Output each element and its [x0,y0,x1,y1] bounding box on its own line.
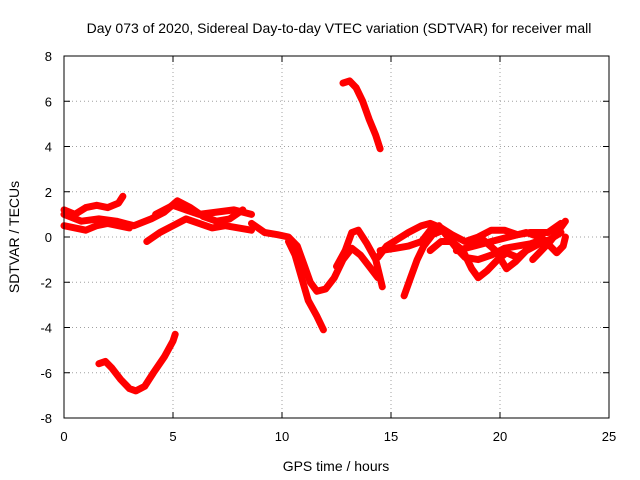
series-track-h [285,238,327,334]
axis-ticks: 0 5 10 15 20 25 -8 -6 -4 -2 0 2 4 6 8 [40,49,616,444]
series-track-a [60,192,127,218]
y-tick-label: -6 [40,366,52,381]
y-tick-label: -2 [40,275,52,290]
x-tick-label: 25 [602,429,616,444]
x-tick-label: 5 [169,429,176,444]
series-track-n [426,238,530,282]
series-track-e [152,201,255,218]
series-track-d [143,215,255,245]
grid-lines [64,56,609,418]
series-track-m [400,226,447,300]
y-tick-label: 0 [45,230,52,245]
chart-title: Day 073 of 2020, Sidereal Day-to-day VTE… [87,20,592,36]
series-track-p [452,229,569,257]
x-tick-label: 0 [60,429,67,444]
x-axis-label: GPS time / hours [283,458,390,474]
y-tick-label: 2 [45,185,52,200]
x-tick-label: 20 [493,429,507,444]
y-tick-label: 6 [45,94,52,109]
x-tick-label: 10 [275,429,289,444]
y-tick-label: -8 [40,411,52,426]
series-track-g [248,219,382,295]
series-track-f [95,330,179,395]
series-track-q [529,217,569,264]
y-tick-label: 4 [45,140,52,155]
y-tick-label: 8 [45,49,52,64]
x-tick-label: 15 [384,429,398,444]
y-axis-label: SDTVAR / TECUs [6,181,22,293]
series-track-b [60,219,133,234]
data-series [60,77,569,395]
y-tick-label: -4 [40,321,52,336]
series-track-i [339,77,384,153]
